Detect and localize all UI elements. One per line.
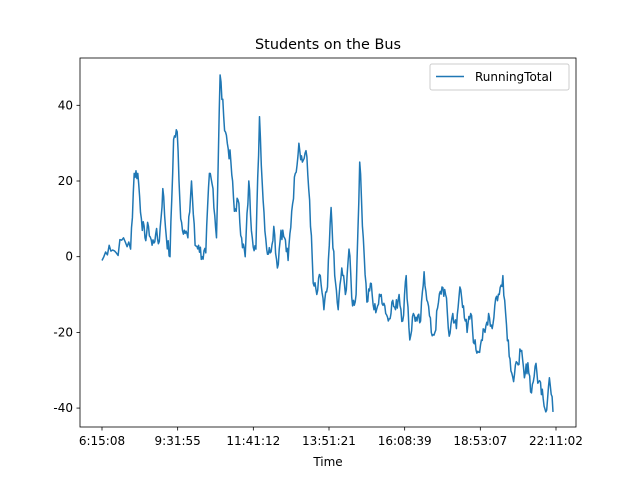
x-tick-label: 18:53:07 [453,434,507,448]
legend-box [429,63,570,91]
x-tick-label: 9:31:55 [155,434,201,448]
x-axis: 6:15:08 9:31:55 11:41:12 13:51:21 16:08:39 18… [79,427,583,448]
legend: RunningTotal [429,63,570,91]
y-tick-label: -40 [53,401,73,415]
x-tick-label: 11:41:12 [226,434,280,448]
x-tick-label: 6:15:08 [79,434,125,448]
chart-title: Students on the Bus [255,37,401,53]
y-tick-label: 20 [58,174,73,188]
y-tick-label: 40 [58,98,73,112]
x-tick-label: 13:51:21 [302,434,356,448]
plot-area [79,57,577,428]
x-axis-label: Time [312,455,342,469]
legend-entry-label: RunningTotal [475,70,552,84]
x-tick-label: 16:08:39 [378,434,432,448]
series-line-runningtotal [101,74,554,413]
x-tick-label: 22:11:02 [529,434,583,448]
plot-frame [79,57,577,428]
y-axis: -40 -20 0 20 40 [53,98,80,415]
y-tick-label: 0 [65,250,73,264]
y-tick-label: -20 [53,325,73,339]
